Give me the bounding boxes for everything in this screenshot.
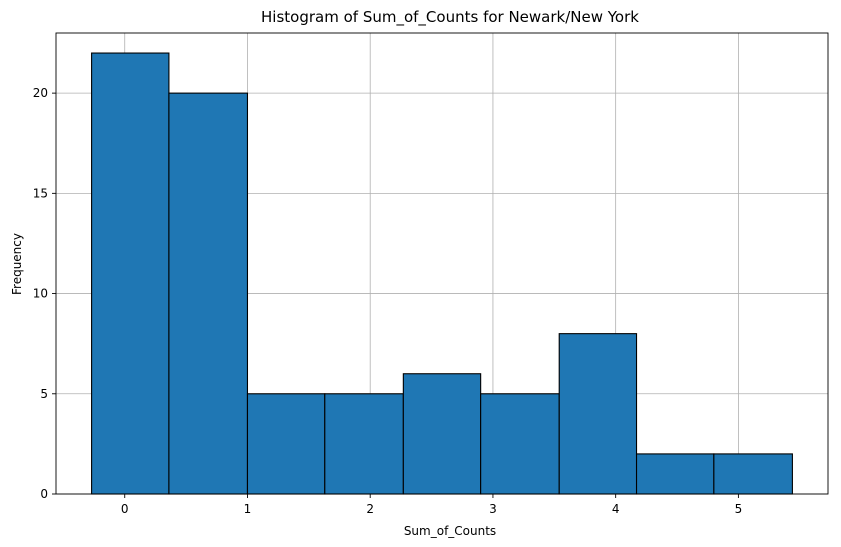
histogram-bar-3	[324, 393, 404, 495]
x-tick-label-1: 1	[244, 502, 252, 516]
plot-frame	[55, 32, 829, 495]
histogram-bar-2	[246, 393, 326, 495]
y-tick-label-3: 15	[33, 186, 48, 200]
y-tick-label-2: 10	[33, 287, 48, 301]
y-tick-label-4: 20	[33, 86, 48, 100]
x-tick-label-3: 3	[489, 502, 497, 516]
chart-title: Histogram of Sum_of_Counts for Newark/Ne…	[261, 8, 639, 27]
x-tick-label-2: 2	[366, 502, 374, 516]
y-axis-label: Frequency	[10, 233, 24, 295]
y-tick-label-0: 0	[40, 487, 48, 501]
x-tick-label-5: 5	[735, 502, 743, 516]
histogram-bar-0	[91, 52, 170, 495]
x-tick-label-0: 0	[121, 502, 129, 516]
histogram-bar-5	[480, 393, 560, 495]
histogram-bar-6	[558, 333, 638, 495]
x-axis-label: Sum_of_Counts	[404, 524, 496, 538]
y-tick-label-1: 5	[40, 387, 48, 401]
histogram-bar-8	[713, 453, 793, 495]
histogram-bar-4	[402, 373, 482, 495]
histogram-bar-1	[168, 92, 249, 495]
y-axis-ticks: 0 5 10 15 20	[33, 86, 56, 501]
x-tick-label-4: 4	[612, 502, 620, 516]
histogram-bar-7	[635, 453, 715, 495]
x-axis-ticks: 0 1 2 3 4 5	[121, 494, 742, 516]
bars	[91, 52, 793, 495]
